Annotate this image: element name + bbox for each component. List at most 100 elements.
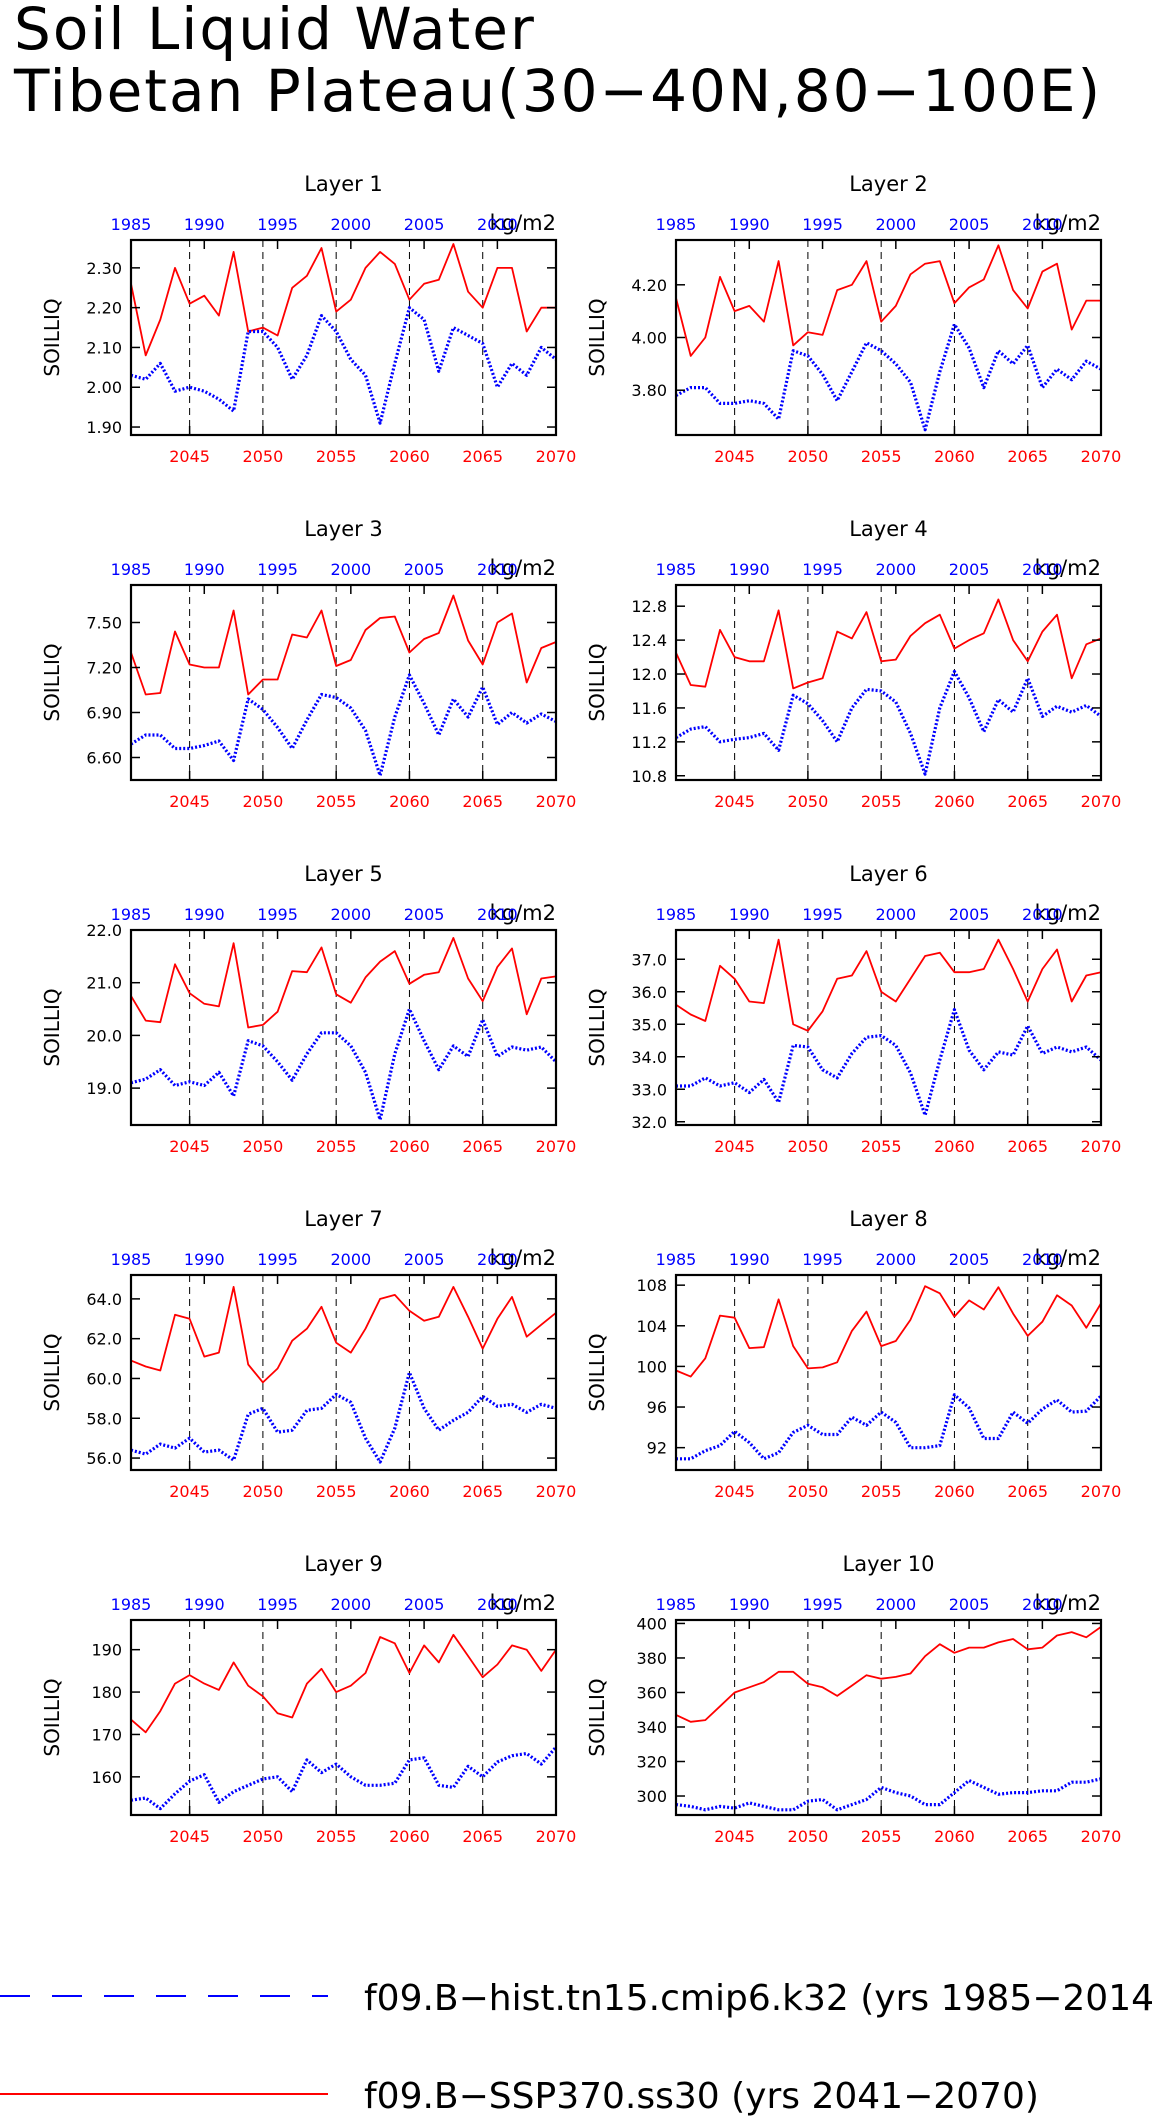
figure-title-line-1: Soil Liquid Water [14,0,536,63]
layer-1-ylabel: SOILLIQ [40,298,64,376]
layer-2-series-ssp-line [675,244,1101,357]
layer-6-ytick-label: 34.0 [631,1048,667,1067]
layer-7-ytick-label: 62.0 [86,1330,122,1349]
layer-6-xtick-top-label: 2000 [875,905,916,924]
layer-2-series-hist-line [675,322,1102,432]
layer-6-title: Layer 6 [849,862,928,886]
layer-2-xtick-top-label: 2005 [949,215,990,234]
layer-2-plot-frame [674,238,1103,437]
layer-5-title: Layer 5 [304,862,383,886]
layer-10-xtick-top-label: 2005 [949,1595,990,1614]
layer-6-ytick-label: 36.0 [631,983,667,1002]
layer-2-xtick-top-label: 1985 [656,215,697,234]
layer-7-xtick-bottom-label: 2065 [462,1482,503,1501]
layer-7-xtick-top-label: 2010 [477,1250,518,1269]
layer-9-title: Layer 9 [304,1552,383,1576]
layer-2-xtick-bottom-label: 2065 [1007,447,1048,466]
layer-4-xtick-top-label: 2010 [1022,560,1063,579]
layer-5-ytick-label: 19.0 [86,1079,122,1098]
layer-10-ytick-label: 380 [636,1649,667,1668]
layer-8-xtick-top-label: 2000 [875,1250,916,1269]
layer-8-series-hist-line [676,1393,1103,1461]
layer-8-xtick-bottom-label: 2045 [714,1482,755,1501]
layer-5-series-hist-line [130,1007,558,1122]
layer-3-xtick-bottom-label: 2070 [536,792,577,811]
layer-2-xtick-top-label: 2010 [1022,215,1063,234]
layer-8-xtick-top-label: 1985 [656,1250,697,1269]
layer-10-title: Layer 10 [843,1552,935,1576]
layer-4-ytick-label: 12.8 [631,597,667,616]
layer-3-xtick-bottom-label: 2060 [389,792,430,811]
layer-7-series-hist-line [130,1370,557,1464]
layer-5-plot-frame [129,928,558,1127]
layer-6-xtick-top-label: 1990 [729,905,770,924]
layer-5-series-ssp-line [130,937,557,1029]
layer-4-xtick-bottom-label: 2050 [788,792,829,811]
layer-3-ytick-label: 6.90 [86,704,122,723]
layer-9-xtick-top-label: 1985 [111,1595,152,1614]
layer-8-ytick-label: 96 [647,1398,667,1417]
layer-3-xtick-top-label: 1995 [257,560,298,579]
layer-4-ytick-label: 11.2 [631,733,667,752]
layer-7-xtick-top-label: 2000 [330,1250,371,1269]
layer-10-ytick-label: 360 [636,1683,667,1702]
layer-10-xtick-bottom-label: 2050 [788,1827,829,1846]
layer-6-xtick-bottom-label: 2045 [714,1137,755,1156]
layer-10-series-hist-line [675,1777,1102,1812]
layer-7-xtick-bottom-label: 2055 [316,1482,357,1501]
layer-10-ytick-label: 320 [636,1753,667,1772]
layer-9-xtick-bottom-label: 2045 [169,1827,210,1846]
layer-2-xtick-bottom-label: 2050 [788,447,829,466]
layer-9-xtick-top-label: 2005 [404,1595,445,1614]
layer-4-plot-frame [674,583,1103,782]
layer-9-units: kg/m2 [490,1591,556,1615]
layer-7-ytick-label: 58.0 [86,1409,122,1428]
layer-8-ylabel: SOILLIQ [585,1333,609,1411]
layer-10-xtick-top-label: 1985 [656,1595,697,1614]
layer-4-xtick-bottom-label: 2045 [714,792,755,811]
layer-2-xtick-top-label: 2000 [875,215,916,234]
layer-4-title: Layer 4 [849,517,928,541]
layer-9-series-hist-line [130,1746,558,1811]
layer-1-ytick-label: 2.20 [86,299,122,318]
layer-3-xtick-bottom-label: 2045 [169,792,210,811]
layer-10-units: kg/m2 [1035,1591,1101,1615]
layer-1-ytick-label: 2.00 [86,378,122,397]
layer-5-xtick-bottom-label: 2065 [462,1137,503,1156]
layer-2-xtick-bottom-label: 2045 [714,447,755,466]
layer-3-ylabel: SOILLIQ [40,643,64,721]
layer-6-xtick-top-label: 2005 [949,905,990,924]
layer-10-plot-frame [674,1618,1103,1817]
layer-5-xtick-top-label: 2010 [477,905,518,924]
layer-5-xtick-bottom-label: 2045 [169,1137,210,1156]
layer-1-ytick-label: 1.90 [86,418,122,437]
layer-2-xtick-bottom-label: 2060 [934,447,975,466]
layer-4-xtick-bottom-label: 2065 [1007,792,1048,811]
layer-6-xtick-top-label: 1985 [656,905,697,924]
layer-3-xtick-top-label: 1990 [184,560,225,579]
layer-9-plot-frame [129,1618,558,1817]
layer-7-xtick-bottom-label: 2050 [243,1482,284,1501]
layer-1-units: kg/m2 [490,211,556,235]
layer-1-xtick-top-label: 2000 [330,215,371,234]
layer-9-series-ssp-line [130,1633,557,1734]
layer-6-ylabel: SOILLIQ [585,988,609,1066]
layer-2-ylabel: SOILLIQ [585,298,609,376]
layer-4-ylabel: SOILLIQ [585,643,609,721]
layer-1-xtick-top-label: 2005 [404,215,445,234]
layer-4-ytick-label: 12.0 [631,665,667,684]
layer-3-units: kg/m2 [490,556,556,580]
layer-1-ytick-label: 2.30 [86,259,122,278]
layer-7-ytick-label: 60.0 [86,1369,122,1388]
layer-3-xtick-top-label: 2000 [330,560,371,579]
layer-9-ytick-label: 170 [91,1725,122,1744]
layer-4-xtick-bottom-label: 2070 [1081,792,1122,811]
layer-4-units: kg/m2 [1035,556,1101,580]
layer-9-xtick-bottom-label: 2065 [462,1827,503,1846]
layer-4-ytick-label: 12.4 [631,631,667,650]
layer-4-xtick-top-label: 1985 [656,560,697,579]
layer-6-ytick-label: 37.0 [631,950,667,969]
layer-5-ytick-label: 21.0 [86,974,122,993]
layer-1-xtick-top-label: 1995 [257,215,298,234]
layer-7-xtick-bottom-label: 2060 [389,1482,430,1501]
